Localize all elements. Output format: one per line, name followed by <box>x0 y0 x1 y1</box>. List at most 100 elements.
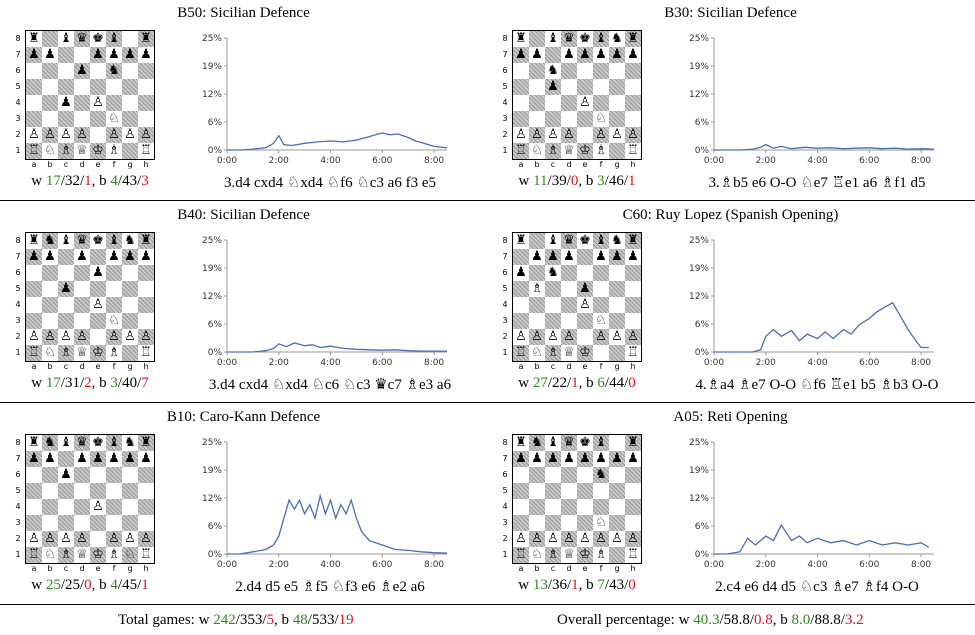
board-square <box>609 499 625 515</box>
file-label: f <box>599 564 603 573</box>
board-square <box>529 111 545 127</box>
frequency-chart: 25% 19% 12% 6% 0%0:00 2:00 4:00 6:00 8:00 <box>202 438 448 570</box>
opening-panel: C60: Ruy Lopez (Spanish Opening) 8 7 6 5 4 3 2 1… <box>487 202 974 405</box>
board-square <box>138 297 154 313</box>
board-square <box>26 467 42 483</box>
rank-label: 3 <box>15 518 21 527</box>
board-square: ♚ <box>90 31 106 47</box>
file-label: d <box>566 362 572 371</box>
x-tick-label: 4:00 <box>320 156 340 166</box>
frequency-chart: 25% 19% 12% 6% 0%0:00 2:00 4:00 6:00 8:00 <box>202 236 447 368</box>
board-square: ♟ <box>545 249 561 265</box>
y-tick-label: 0% <box>208 146 223 156</box>
board-square <box>593 297 609 313</box>
board-square: ♜ <box>513 31 529 47</box>
board-square: ♙ <box>561 329 577 345</box>
x-tick-label: 6:00 <box>372 156 392 166</box>
board-square <box>90 313 106 329</box>
rank-label: 2 <box>502 534 508 543</box>
file-label: b <box>47 160 53 169</box>
y-tick-label: 19% <box>202 62 222 72</box>
board-square <box>42 31 58 47</box>
board-square: ♞ <box>545 265 561 281</box>
board-square <box>513 467 529 483</box>
board-square <box>513 313 529 329</box>
board-square: ♟ <box>26 47 42 63</box>
board-square: ♚ <box>577 31 593 47</box>
board-square <box>26 297 42 313</box>
board-square: ♟ <box>90 47 106 63</box>
board-square: ♟ <box>625 451 641 467</box>
board-square <box>529 31 545 47</box>
file-label: d <box>79 362 85 371</box>
board-square <box>122 499 138 515</box>
board-square: ♛ <box>74 435 90 451</box>
board-square <box>138 281 154 297</box>
board-square <box>42 483 58 499</box>
chess-board: ♜ ♞ ♝ ♛ ♚ ♝ ♞ ♜ ♟ ♟ ♟ ♟ ♟ ♟ ♟ ♟ ♙ ♙ ♙ ♙ ♙ ♙ ♙ ♙ ♖ ♘ ♗ ♕ ♔ ♗ ♘ ♖ <box>25 434 155 564</box>
board-square: ♝ <box>58 233 74 249</box>
y-tick-label: 6% <box>208 320 223 330</box>
board-square: ♟ <box>58 95 74 111</box>
board-square <box>74 95 90 111</box>
board-square <box>561 281 577 297</box>
board-square <box>58 249 74 265</box>
board-square: ♗ <box>529 281 545 297</box>
board-square: ♘ <box>529 547 545 563</box>
file-label: b <box>534 362 540 371</box>
board-square: ♟ <box>545 79 561 95</box>
opening-panel: B30: Sicilian Defence 8 7 6 5 4 3 2 1 a b c d e f g h ♜ ♝ ♛… <box>487 0 974 203</box>
board-square <box>42 467 58 483</box>
board-square <box>42 515 58 531</box>
board-square <box>513 63 529 79</box>
opening-panel: A05: Reti Opening 8 7 6 5 4 3 2 1 a b c d e f g h ♜ ♞ ♝ ♛ ♚ ♝ ♜… <box>487 404 974 607</box>
y-tick-label: 0% <box>695 348 710 358</box>
board-square <box>593 265 609 281</box>
board-square: ♕ <box>74 547 90 563</box>
rank-label: 6 <box>502 470 508 479</box>
board-square: ♗ <box>106 345 122 361</box>
board-square: ♙ <box>545 531 561 547</box>
board-square <box>625 515 641 531</box>
rank-label: 5 <box>15 82 21 91</box>
rank-label: 3 <box>502 518 508 527</box>
x-tick-label: 2:00 <box>756 560 776 570</box>
board-square <box>26 111 42 127</box>
x-tick-label: 8:00 <box>911 358 931 368</box>
board-square <box>529 313 545 329</box>
board-square: ♔ <box>577 345 593 361</box>
board-square: ♙ <box>577 531 593 547</box>
board-square <box>593 79 609 95</box>
board-square: ♙ <box>561 127 577 143</box>
board-square <box>513 95 529 111</box>
board-square <box>577 63 593 79</box>
rank-label: 4 <box>502 502 508 511</box>
rank-label: 6 <box>15 66 21 75</box>
board-square: ♞ <box>122 233 138 249</box>
board-square: ♟ <box>577 47 593 63</box>
board-square <box>138 499 154 515</box>
divider-3 <box>0 604 975 605</box>
board-square <box>74 483 90 499</box>
y-tick-label: 6% <box>208 118 223 128</box>
y-tick-label: 25% <box>689 438 709 448</box>
rank-label: 3 <box>15 316 21 325</box>
board-square: ♜ <box>26 31 42 47</box>
board-square <box>609 297 625 313</box>
board-square <box>625 499 641 515</box>
x-tick-label: 6:00 <box>372 358 392 368</box>
board-square: ♚ <box>90 435 106 451</box>
board-square <box>545 467 561 483</box>
frequency-chart: 25% 19% 12% 6% 0%0:00 2:00 4:00 6:00 8:00 <box>202 34 448 166</box>
rank-label: 2 <box>502 332 508 341</box>
board-square: ♟ <box>577 281 593 297</box>
frequency-chart: 25% 19% 12% 6% 0%0:00 2:00 4:00 6:00 8:00 <box>689 236 934 368</box>
board-square <box>529 63 545 79</box>
board-square: ♖ <box>26 345 42 361</box>
board-square <box>58 63 74 79</box>
board-square: ♚ <box>577 435 593 451</box>
board-square: ♙ <box>58 329 74 345</box>
board-square: ♜ <box>26 435 42 451</box>
board-square: ♟ <box>106 451 122 467</box>
x-tick-label: 6:00 <box>372 560 392 570</box>
